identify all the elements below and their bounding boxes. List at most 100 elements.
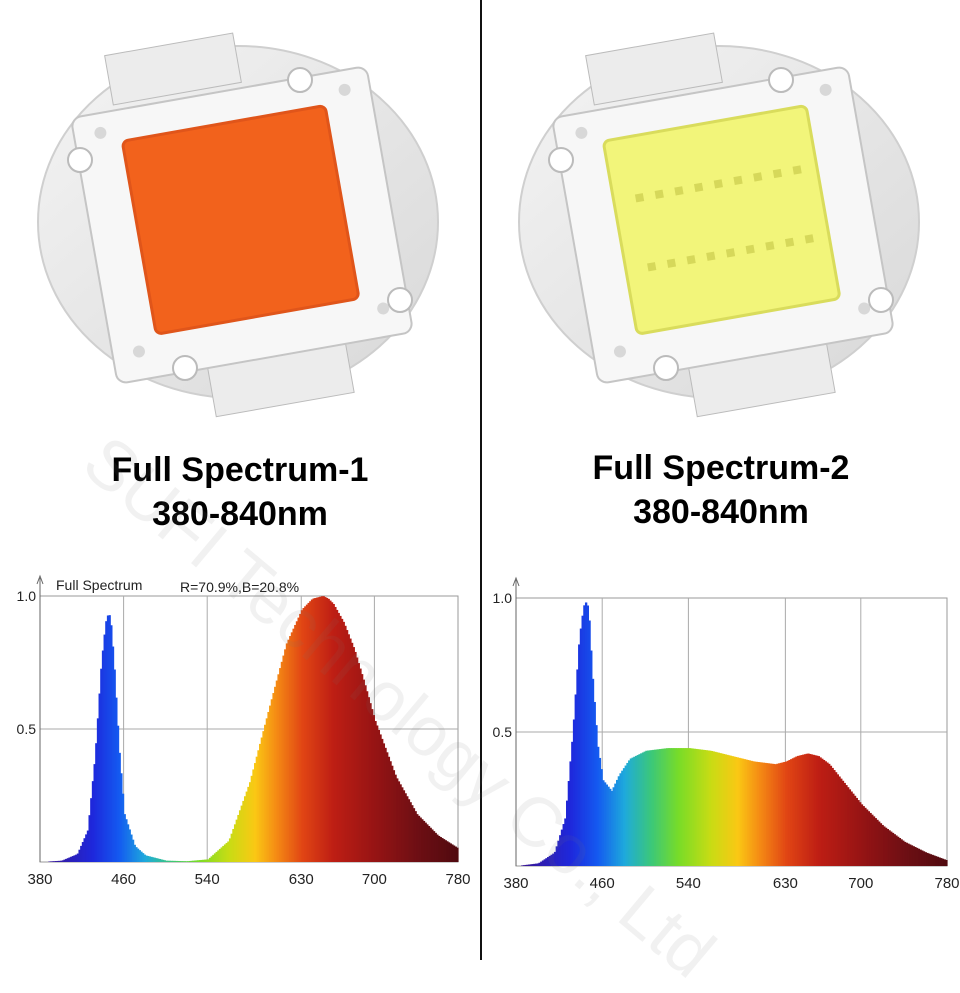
spectrum-bar (819, 757, 822, 866)
spectrum-bar (536, 863, 540, 866)
spectrum-bar (431, 829, 434, 862)
spectrum-bar (116, 725, 120, 862)
spectrum-bar (931, 854, 934, 866)
spectrum-bar (936, 856, 939, 866)
spectrum-bar (202, 859, 205, 862)
spectrum-bar (300, 610, 304, 862)
spectrum-bar (688, 748, 691, 866)
spectrum-bar (361, 674, 364, 862)
spectrum-bar (152, 857, 155, 862)
spectrum-bar (659, 749, 662, 866)
spectrum-bar (128, 829, 131, 862)
spectrum-bar (578, 644, 581, 866)
spectrum-bar (557, 840, 560, 866)
spectrum-bar (603, 782, 607, 866)
spectrum-bar (672, 748, 676, 866)
spectrum-bar (729, 755, 733, 866)
spectrum-bar (155, 858, 158, 862)
spectrum-bar (717, 752, 721, 866)
spectrum-bar (379, 734, 382, 862)
spectrum-bar (178, 861, 182, 862)
title-line-1: Full Spectrum-1 (111, 451, 369, 489)
spectrum-bar (690, 748, 693, 866)
spectrum-bar (564, 818, 567, 866)
spectrum-bar (695, 748, 698, 866)
spectrum-bar (225, 842, 228, 862)
x-tick-label: 630 (289, 871, 314, 888)
spectrum-bar (391, 765, 394, 862)
spectrum-bar (73, 855, 76, 862)
spectrum-bar (722, 753, 726, 866)
spectrum-bar (909, 844, 912, 866)
spectrum-bar (634, 755, 638, 866)
spectrum-bar (327, 598, 330, 862)
spectrum-bar (919, 849, 922, 866)
spectrum-bar (342, 621, 345, 862)
spectrum-bar (802, 754, 805, 866)
spectrum-bar (66, 858, 70, 862)
spectrum-bar (740, 758, 743, 866)
spectrum-bar (289, 636, 292, 862)
spectrum-bar (235, 819, 238, 862)
spectrum-bar (349, 638, 352, 862)
spectrum-bar (790, 759, 793, 866)
chart-ratio: R=70.9%,B=20.8% (180, 579, 299, 595)
spectrum-bar (643, 751, 646, 866)
spectrum-bar (305, 604, 309, 862)
spectrum-bar (315, 597, 319, 862)
spectrum-bar (576, 669, 579, 866)
spectrum-bar (168, 860, 172, 862)
spectrum-bar (941, 858, 945, 866)
spectrum-bar (386, 752, 389, 862)
spectrum-bar (233, 824, 237, 862)
spectrum-bar (213, 853, 217, 862)
spectrum-bar (867, 811, 871, 866)
product-title: Full Spectrum-2 380-840nm (481, 446, 960, 534)
spectrum-bar (352, 647, 355, 862)
spectrum-bar (734, 756, 738, 866)
spectrum-bar (883, 826, 886, 866)
spectrum-bar (676, 748, 679, 866)
x-tick-label: 700 (362, 871, 387, 888)
spectrum-bar (439, 836, 442, 862)
spectrum-bar (914, 847, 917, 866)
spectrum-bar (145, 855, 148, 862)
spectrum-bar (203, 859, 207, 862)
spectrum-bar (657, 749, 660, 866)
spectrum-bar (401, 787, 404, 862)
spectrum-bar (247, 786, 250, 862)
spectrum-bar (540, 861, 543, 866)
spectrum-bar (337, 612, 340, 862)
spectrum-bar (610, 790, 614, 866)
spectrum-bar (807, 753, 810, 866)
spectrum-bar (259, 743, 262, 862)
spectrum-bar (705, 750, 708, 866)
spectrum-bar (829, 765, 833, 866)
spectrum-bar (162, 859, 165, 862)
spectrum-bar (345, 630, 349, 862)
spectrum-bar (230, 833, 233, 862)
spectrum-bar (131, 839, 135, 862)
spectrum-bar (290, 632, 294, 862)
spectrum-bar (397, 781, 401, 862)
spectrum-bar (547, 857, 550, 866)
spectrum-bar (103, 634, 106, 862)
spectrum-bar (822, 759, 826, 866)
spectrum-bar (100, 668, 103, 862)
spectrum-bar (548, 855, 552, 866)
spectrum-bar (51, 861, 54, 862)
spectrum-bar (926, 852, 929, 866)
spectrum-bar (250, 775, 253, 862)
spectrum-bar (810, 754, 814, 866)
spectrum-bar (312, 598, 315, 862)
spectrum-bar (803, 754, 807, 866)
spectrum-bar (809, 753, 812, 866)
spectrum-bar (864, 807, 867, 866)
spectrum-bar (560, 829, 564, 866)
spectrum-bar (814, 755, 817, 866)
spectrum-bar (254, 763, 257, 862)
spectrum-bar (586, 605, 590, 866)
spectrum-bar (449, 843, 452, 862)
spectrum-bar (736, 757, 739, 866)
spectrum-bar (141, 853, 145, 862)
